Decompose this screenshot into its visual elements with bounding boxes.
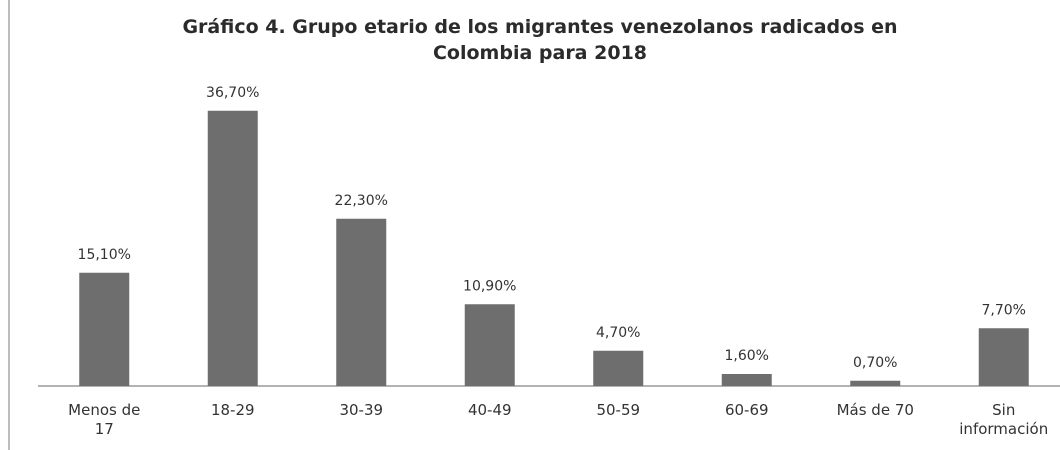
value-label-7: 7,70% [982, 302, 1026, 318]
value-label-5: 1,60% [725, 348, 769, 364]
value-label-3: 10,90% [463, 278, 516, 294]
bar-4 [593, 351, 643, 386]
category-label-0: Menos de [68, 401, 140, 419]
value-label-6: 0,70% [853, 355, 897, 371]
category-label-2: 30-39 [339, 401, 383, 419]
category-label-4: 50-59 [596, 401, 640, 419]
value-label-0: 15,10% [78, 247, 131, 263]
bar-2 [336, 219, 386, 386]
category-label-3: 40-49 [468, 401, 512, 419]
bar-3 [465, 304, 515, 386]
category-label-6: Más de 70 [837, 401, 914, 419]
bar-7 [979, 328, 1029, 386]
value-label-1: 36,70% [206, 85, 259, 101]
bar-5 [722, 374, 772, 386]
category-label-7-line-2: información [959, 420, 1048, 438]
value-label-4: 4,70% [596, 325, 640, 341]
bar-0 [79, 273, 129, 386]
category-label-5: 60-69 [725, 401, 769, 419]
bar-1 [208, 111, 258, 386]
bar-6 [850, 381, 900, 386]
category-label-0-line-2: 17 [95, 420, 114, 438]
category-label-1: 18-29 [211, 401, 255, 419]
category-label-7: Sin [992, 401, 1015, 419]
value-label-2: 22,30% [335, 193, 388, 209]
